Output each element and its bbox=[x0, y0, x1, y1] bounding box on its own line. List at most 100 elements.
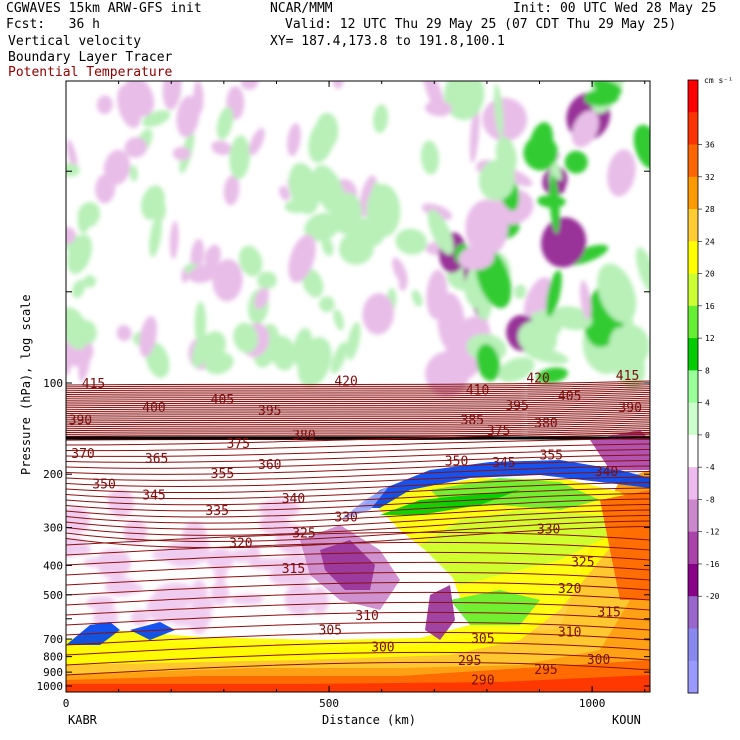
updraft-patch bbox=[284, 199, 312, 214]
updraft-patch bbox=[297, 337, 332, 387]
updraft-patch bbox=[478, 159, 515, 201]
x-axis-label: Distance (km) bbox=[322, 713, 416, 727]
colorbar-frame bbox=[687, 79, 699, 694]
theta-label: 395 bbox=[505, 399, 528, 414]
downdraft-patch bbox=[421, 203, 453, 220]
updraft-patch bbox=[517, 320, 558, 356]
updraft-patch bbox=[308, 119, 335, 163]
y-tick-label: 700 bbox=[43, 633, 63, 646]
downdraft-patch bbox=[212, 259, 243, 302]
theta-contour bbox=[66, 388, 650, 394]
y-tick-label: 100 bbox=[43, 377, 63, 390]
downdraft-patch bbox=[214, 560, 227, 585]
y-tick-label: 400 bbox=[43, 559, 63, 572]
cross-section-xy: XY= 187.4,173.8 to 191.8,100.1 bbox=[270, 34, 505, 49]
updraft-patch bbox=[229, 135, 251, 180]
x-tick-label: 1000 bbox=[579, 697, 606, 710]
theta-contour bbox=[66, 420, 650, 426]
tracer-layer bbox=[66, 675, 650, 692]
theta-contour bbox=[66, 384, 650, 390]
colorbar-swatch bbox=[688, 209, 698, 242]
field-boundary-layer-tracer: Boundary Layer Tracer bbox=[8, 50, 173, 65]
theta-contour bbox=[66, 551, 650, 566]
colorbar-level-label: -16 bbox=[705, 560, 720, 569]
theta-contour bbox=[66, 561, 650, 576]
theta-contour bbox=[66, 422, 650, 428]
y-tick-label: 900 bbox=[43, 666, 63, 679]
theta-contour bbox=[66, 428, 650, 433]
theta-label: 415 bbox=[616, 369, 639, 384]
updraft-patch bbox=[239, 245, 263, 277]
updraft-patch bbox=[497, 357, 535, 383]
updraft-patch bbox=[333, 309, 344, 331]
downdraft-patch bbox=[249, 558, 293, 570]
colorbar-swatch bbox=[688, 144, 698, 178]
colorbar-swatch bbox=[688, 273, 698, 307]
theta-label: 340 bbox=[282, 492, 305, 507]
updraft-patch bbox=[71, 279, 86, 299]
updraft-patch bbox=[66, 163, 80, 177]
downdraft-patch bbox=[66, 506, 90, 535]
downdraft-patch bbox=[607, 149, 636, 197]
theta-contour bbox=[66, 651, 650, 666]
downdraft-patch bbox=[204, 244, 221, 270]
colorbar-unit: cm s⁻¹ bbox=[704, 76, 733, 85]
theta-contour bbox=[66, 399, 650, 405]
theta-label: 420 bbox=[526, 372, 549, 387]
theta-contour bbox=[66, 418, 650, 424]
theta-contour bbox=[66, 409, 650, 414]
cloud-top-blue bbox=[340, 485, 390, 520]
downdraft-patch bbox=[83, 557, 115, 568]
theta-label: 375 bbox=[226, 437, 249, 452]
downdraft-patch bbox=[362, 293, 394, 335]
colorbar-level-label: 8 bbox=[705, 366, 710, 375]
downdraft-patch bbox=[123, 520, 148, 544]
theta-contour bbox=[66, 631, 650, 646]
y-tick-label: 1000 bbox=[37, 680, 64, 693]
colorbar-swatch bbox=[688, 531, 698, 565]
theta-label: 315 bbox=[597, 606, 620, 621]
theta-contour bbox=[66, 393, 650, 399]
updraft-patch bbox=[549, 174, 560, 234]
theta-label: 295 bbox=[534, 663, 557, 678]
theta-contour bbox=[66, 641, 650, 656]
theta-contour bbox=[66, 412, 650, 418]
colorbar-level-label: 12 bbox=[705, 334, 715, 343]
theta-contour bbox=[66, 414, 650, 420]
downdraft-patch bbox=[130, 609, 150, 626]
colorbar-level-label: 28 bbox=[705, 205, 715, 214]
colorbar-swatch bbox=[688, 467, 698, 500]
theta-label: 380 bbox=[534, 416, 557, 431]
theta-contour bbox=[66, 386, 650, 392]
downdraft-patch bbox=[139, 315, 157, 358]
theta-label: 410 bbox=[466, 383, 489, 398]
downdraft-patch bbox=[469, 104, 480, 163]
theta-contour bbox=[66, 380, 650, 386]
theta-label: 395 bbox=[258, 404, 281, 419]
theta-contour bbox=[66, 443, 650, 457]
theta-label: 330 bbox=[334, 511, 357, 526]
theta-contour bbox=[66, 390, 650, 395]
updraft-patch bbox=[613, 325, 650, 369]
updraft-patch bbox=[319, 296, 335, 313]
theta-contour bbox=[66, 471, 650, 487]
updraft-patch bbox=[302, 268, 324, 298]
updraft-patch bbox=[346, 321, 361, 361]
downdraft-patch bbox=[399, 277, 408, 291]
theta-label: 325 bbox=[571, 555, 594, 570]
y-tick-label: 200 bbox=[43, 468, 63, 481]
updraft-patch bbox=[551, 306, 593, 331]
theta-label: 390 bbox=[69, 414, 92, 429]
colorbar-swatch bbox=[688, 596, 698, 629]
colorbar-swatch bbox=[688, 305, 698, 339]
theta-label: 365 bbox=[145, 452, 168, 467]
downdraft-patch bbox=[310, 587, 329, 615]
theta-contour bbox=[66, 465, 650, 481]
colorbar-swatch bbox=[688, 563, 698, 597]
colorbar-swatch bbox=[688, 499, 698, 533]
updraft-patch bbox=[149, 214, 162, 258]
updraft-patch bbox=[633, 124, 650, 170]
downdraft-patch bbox=[287, 123, 301, 157]
colorbar-level-label: -4 bbox=[705, 463, 715, 472]
init-time: Init: 00 UTC Wed 28 May 25 bbox=[513, 1, 717, 16]
